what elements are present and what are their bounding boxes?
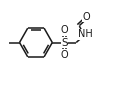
Text: O: O	[60, 25, 68, 35]
Text: NH: NH	[78, 29, 93, 39]
Text: O: O	[60, 50, 68, 60]
Text: O: O	[82, 12, 90, 22]
Text: S: S	[61, 37, 68, 48]
